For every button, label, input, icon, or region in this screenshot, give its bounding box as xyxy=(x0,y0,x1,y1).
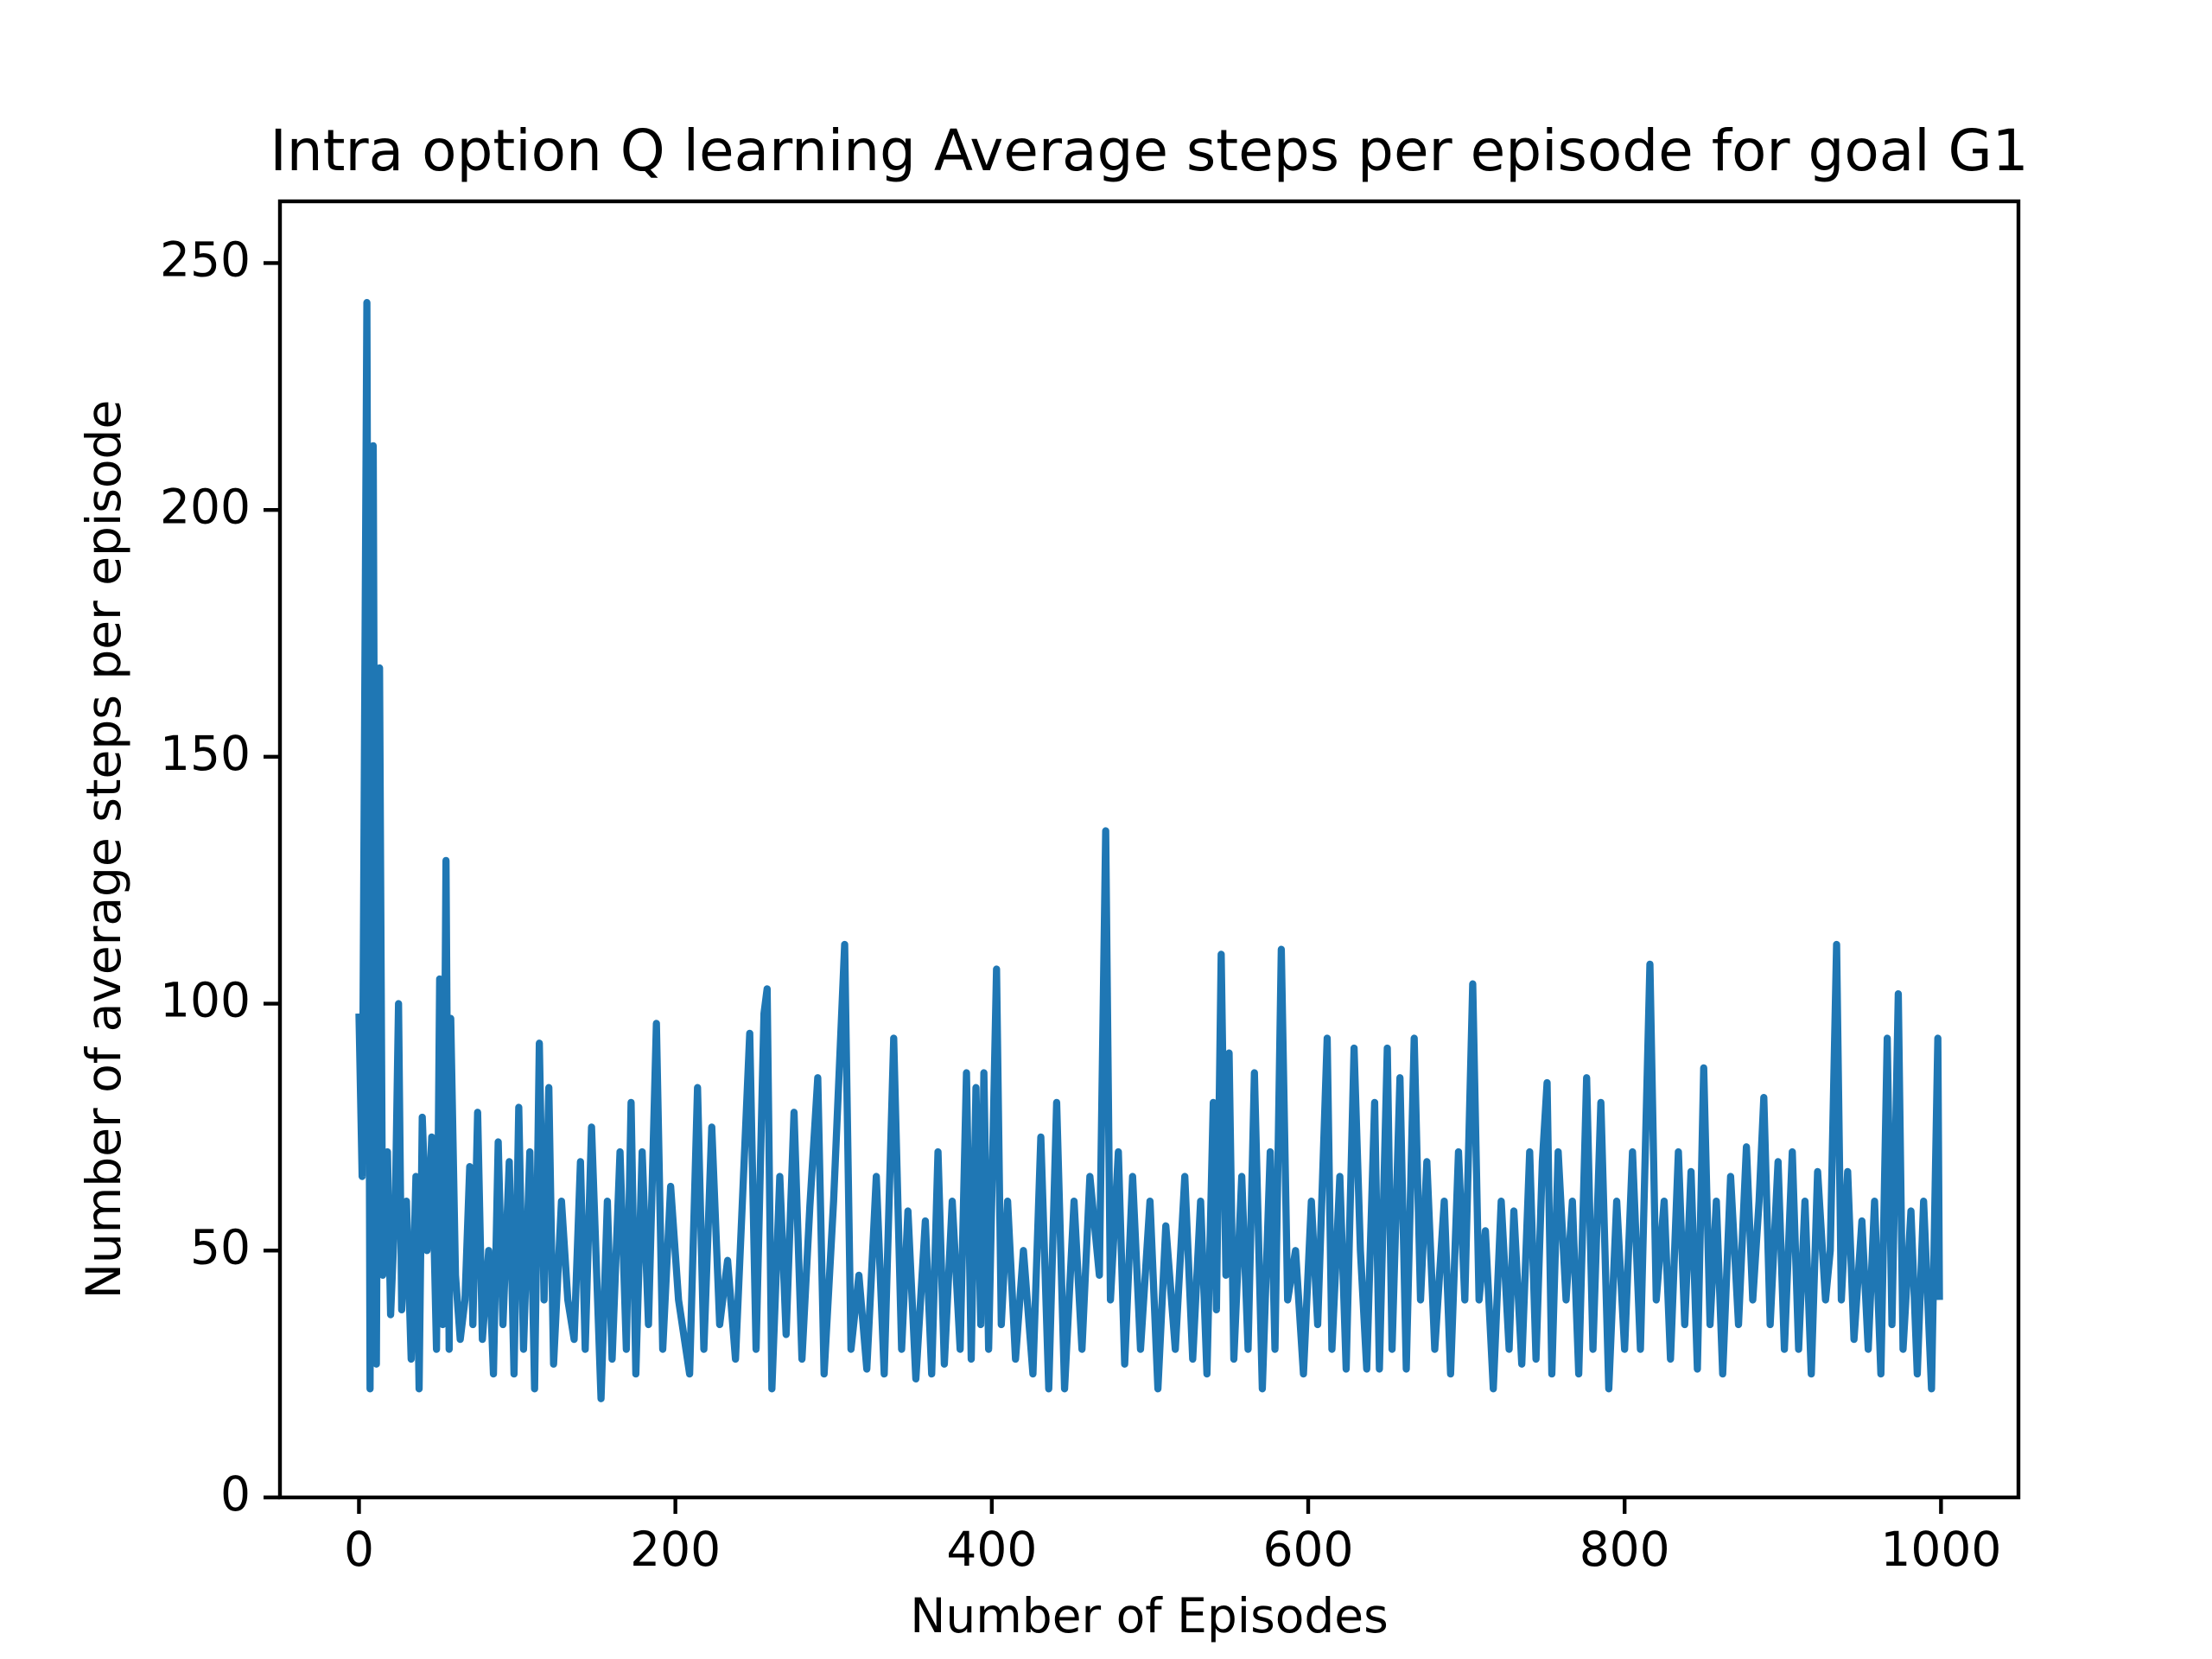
y-axis-label: Number of average steps per episode xyxy=(76,400,131,1300)
y-tick-label: 0 xyxy=(220,1466,251,1522)
x-tick-label: 800 xyxy=(1580,1522,1670,1577)
y-tick-label: 200 xyxy=(160,479,251,534)
x-axis-label: Number of Episodes xyxy=(910,1588,1389,1643)
y-tick-label: 50 xyxy=(190,1219,251,1274)
x-tick-label: 0 xyxy=(344,1522,374,1577)
y-tick-label: 150 xyxy=(160,726,251,781)
y-tick-label: 250 xyxy=(160,232,251,288)
x-tick-label: 600 xyxy=(1263,1522,1354,1577)
plot-frame xyxy=(277,199,2021,1500)
chart-title: Intra option Q learning Average steps pe… xyxy=(270,118,2028,184)
x-tick-label: 1000 xyxy=(1880,1522,2001,1577)
data-line xyxy=(355,298,1943,1402)
x-tick-label: 200 xyxy=(630,1522,721,1577)
y-tick-label: 100 xyxy=(160,973,251,1028)
x-tick-label: 400 xyxy=(946,1522,1037,1577)
